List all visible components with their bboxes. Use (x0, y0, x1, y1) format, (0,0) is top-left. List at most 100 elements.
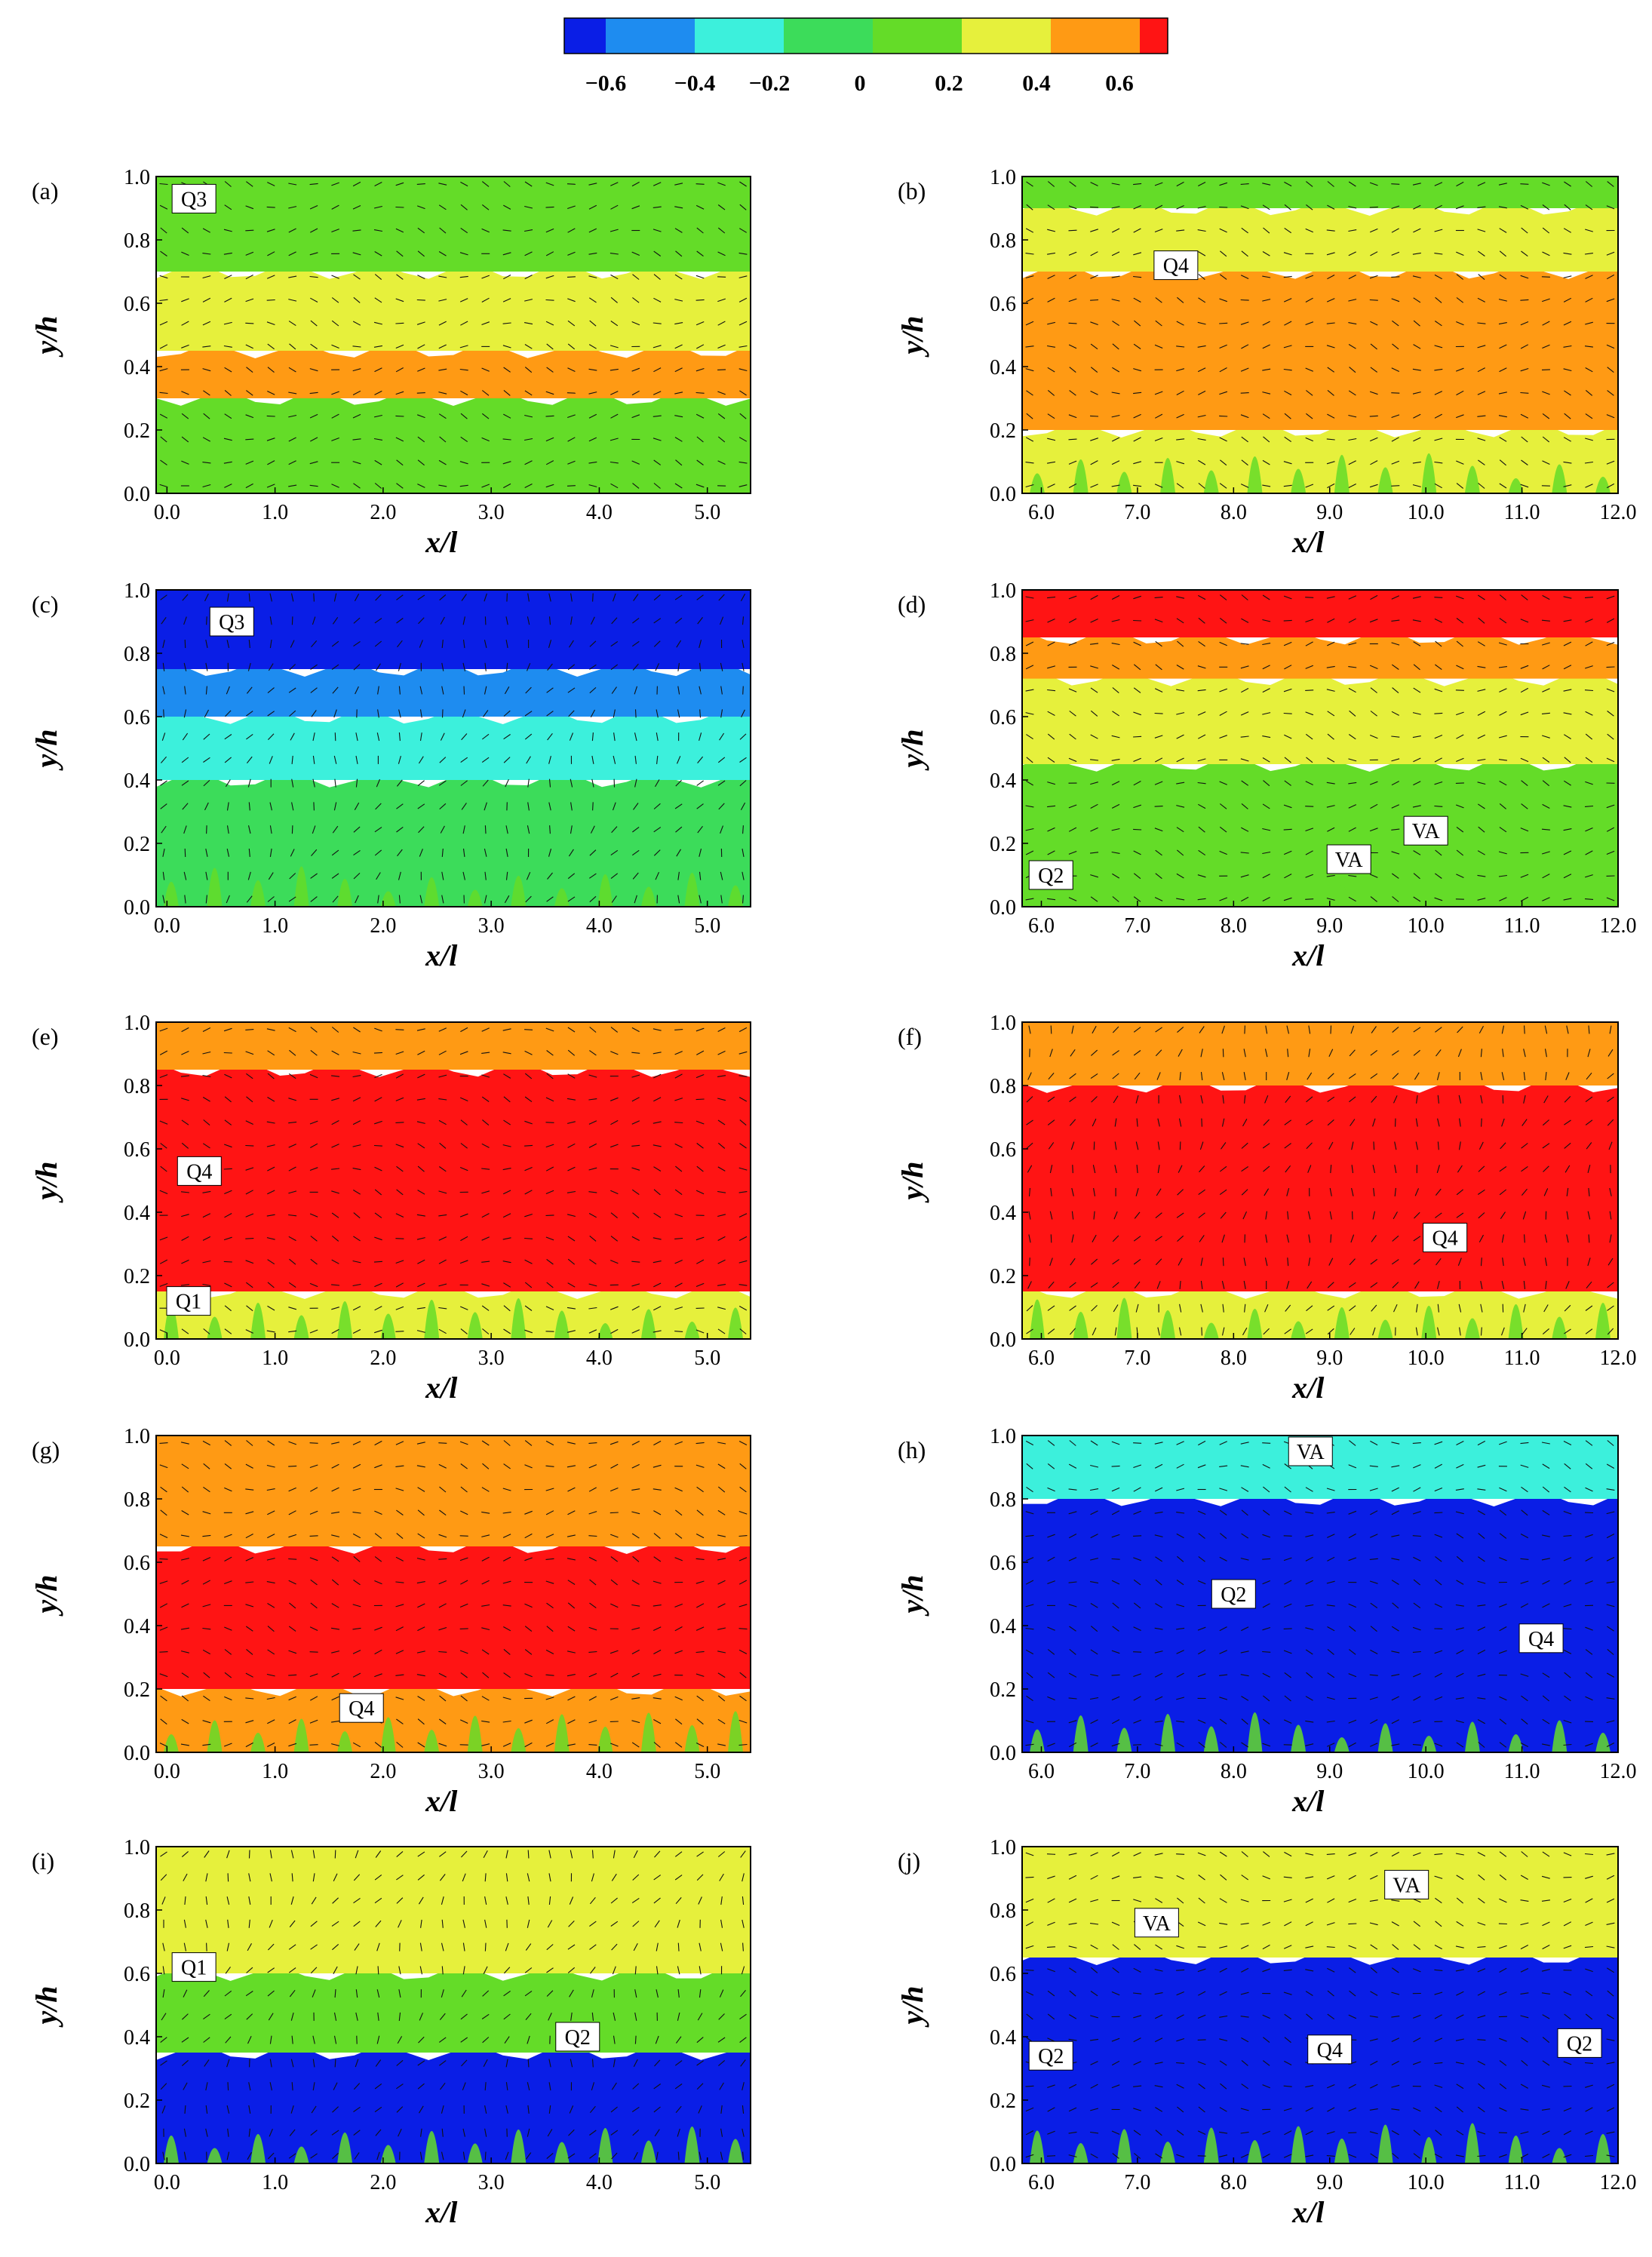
y-tick-label: 0.4 (990, 2026, 1016, 2050)
plot-frame (155, 176, 751, 494)
wall-streak (1464, 2123, 1480, 2163)
wall-streak (1334, 2139, 1350, 2163)
contour-band (1022, 422, 1618, 493)
y-tick-label: 0.6 (124, 1138, 150, 1162)
y-tick-label: 0.2 (990, 2090, 1016, 2113)
y-tick-label: 0.6 (124, 706, 150, 729)
x-axis-label: x/l (425, 938, 458, 972)
wall-streak (1247, 1712, 1263, 1752)
svg-text:Q2: Q2 (1567, 2032, 1592, 2056)
wall-streak (1247, 1309, 1263, 1339)
x-tick-label: 8.0 (1221, 2171, 1247, 2194)
y-axis-label: y/h (895, 1161, 929, 1202)
region-annotation: Q1 (166, 1286, 211, 1316)
panel-b: 0.0 0.2 0.4 0.6 0.8 1.0 6.0 7.0 8.0 9.0 10.0 11.0 12… (895, 166, 1637, 559)
x-tick-label: 7.0 (1124, 1347, 1150, 1370)
x-tick-label: 3.0 (478, 1760, 505, 1783)
wall-streak (1334, 885, 1350, 907)
wall-streak (1595, 477, 1611, 493)
x-tick-label: 10.0 (1408, 2171, 1445, 2194)
y-tick-label: 0.2 (990, 1265, 1016, 1288)
contour-band (1022, 757, 1618, 907)
x-tick-label: 0.0 (154, 2171, 180, 2194)
wall-streak (1464, 465, 1480, 493)
region-annotation: VA (1403, 815, 1448, 846)
wall-streak (1291, 468, 1307, 493)
svg-text:Q4: Q4 (1432, 1227, 1458, 1251)
contour-band (156, 1847, 751, 1973)
y-tick-label: 0.6 (124, 1552, 150, 1575)
y-tick-label: 0.0 (124, 2153, 150, 2176)
y-tick-label: 0.2 (990, 419, 1016, 443)
svg-text:VA: VA (1393, 1874, 1421, 1897)
x-tick-label: 0.0 (154, 914, 180, 938)
y-axis-label: y/h (29, 729, 63, 770)
y-tick-label: 0.4 (990, 356, 1016, 379)
wall-streak (640, 2140, 656, 2163)
wall-streak (1552, 2148, 1568, 2163)
y-tick-label: 1.0 (990, 579, 1016, 603)
wall-streak (1421, 2137, 1437, 2163)
wall-streak (1073, 1312, 1089, 1339)
panel-h: 0.0 0.2 0.4 0.6 0.8 1.0 6.0 7.0 8.0 9.0 10.0 11.0 12… (895, 1425, 1637, 1818)
svg-text:Q2: Q2 (1038, 864, 1064, 888)
wall-streak (1030, 2130, 1045, 2163)
colorbar-tick-label: 0.4 (1022, 71, 1051, 96)
x-tick-label: 8.0 (1221, 1347, 1247, 1370)
x-tick-label: 1.0 (262, 1347, 288, 1370)
y-tick-label: 0.0 (990, 2153, 1016, 2176)
panel-label: (c) (32, 591, 59, 618)
plot-frame (1021, 1021, 1619, 1340)
wall-streak (728, 455, 743, 493)
x-tick-label: 2.0 (370, 914, 396, 938)
region-annotation: Q2 (1557, 2028, 1602, 2058)
x-tick-label: 7.0 (1124, 914, 1150, 938)
y-tick-label: 0.8 (124, 1488, 150, 1512)
region-annotation: VA (1326, 844, 1371, 874)
wall-streak (1595, 1733, 1611, 1752)
wall-streak (640, 1712, 656, 1752)
plot-frame (155, 1846, 751, 2164)
x-tick-label: 1.0 (262, 2171, 288, 2194)
x-tick-label: 0.0 (154, 1760, 180, 1783)
wall-streak (684, 469, 700, 493)
wall-streak (511, 876, 527, 907)
region-annotation: Q4 (1518, 1623, 1564, 1654)
colorbar-frame (563, 17, 1168, 54)
wall-streak (1073, 1715, 1089, 1752)
panel-label: (j) (898, 1847, 920, 1875)
wall-streak (597, 2128, 613, 2163)
y-tick-label: 0.8 (990, 1899, 1016, 1923)
x-tick-label: 11.0 (1504, 914, 1540, 938)
wall-streak (250, 477, 266, 493)
panel-c: 0.0 0.2 0.4 0.6 0.8 1.0 0.0 1.0 2.0 3.0 4.0 5.0 x/l y… (29, 579, 751, 972)
y-tick-label: 0.2 (124, 1678, 150, 1702)
colorbar-tick-label: −0.4 (674, 71, 716, 96)
region-annotation: Q2 (555, 2022, 600, 2052)
wall-streak (1160, 2142, 1176, 2163)
wall-streak (1247, 456, 1263, 493)
svg-text:VA: VA (1297, 1441, 1325, 1464)
y-tick-label: 0.2 (124, 2090, 150, 2113)
panel-label: (a) (32, 177, 59, 204)
x-tick-label: 5.0 (694, 501, 720, 524)
panel-label: (d) (898, 591, 926, 618)
wall-streak (1552, 1720, 1568, 1752)
wall-streak (1160, 458, 1176, 493)
region-annotation: Q2 (1028, 860, 1073, 890)
colorbar-tick-label: −0.6 (585, 71, 627, 96)
wall-streak (380, 2145, 396, 2163)
y-tick-label: 0.8 (124, 643, 150, 666)
y-tick-label: 1.0 (124, 1836, 150, 1859)
wall-streak (1203, 874, 1219, 907)
contour-band (1022, 1284, 1618, 1339)
x-tick-label: 1.0 (262, 501, 288, 524)
x-tick-label: 9.0 (1316, 914, 1343, 938)
contour-band (1022, 264, 1618, 430)
x-tick-label: 12.0 (1600, 1347, 1637, 1370)
x-tick-label: 3.0 (478, 1347, 505, 1370)
wall-streak (1291, 1724, 1307, 1752)
y-tick-label: 0.4 (990, 769, 1016, 793)
region-annotation: Q2 (1211, 1579, 1256, 1609)
wall-streak (554, 1714, 570, 1752)
